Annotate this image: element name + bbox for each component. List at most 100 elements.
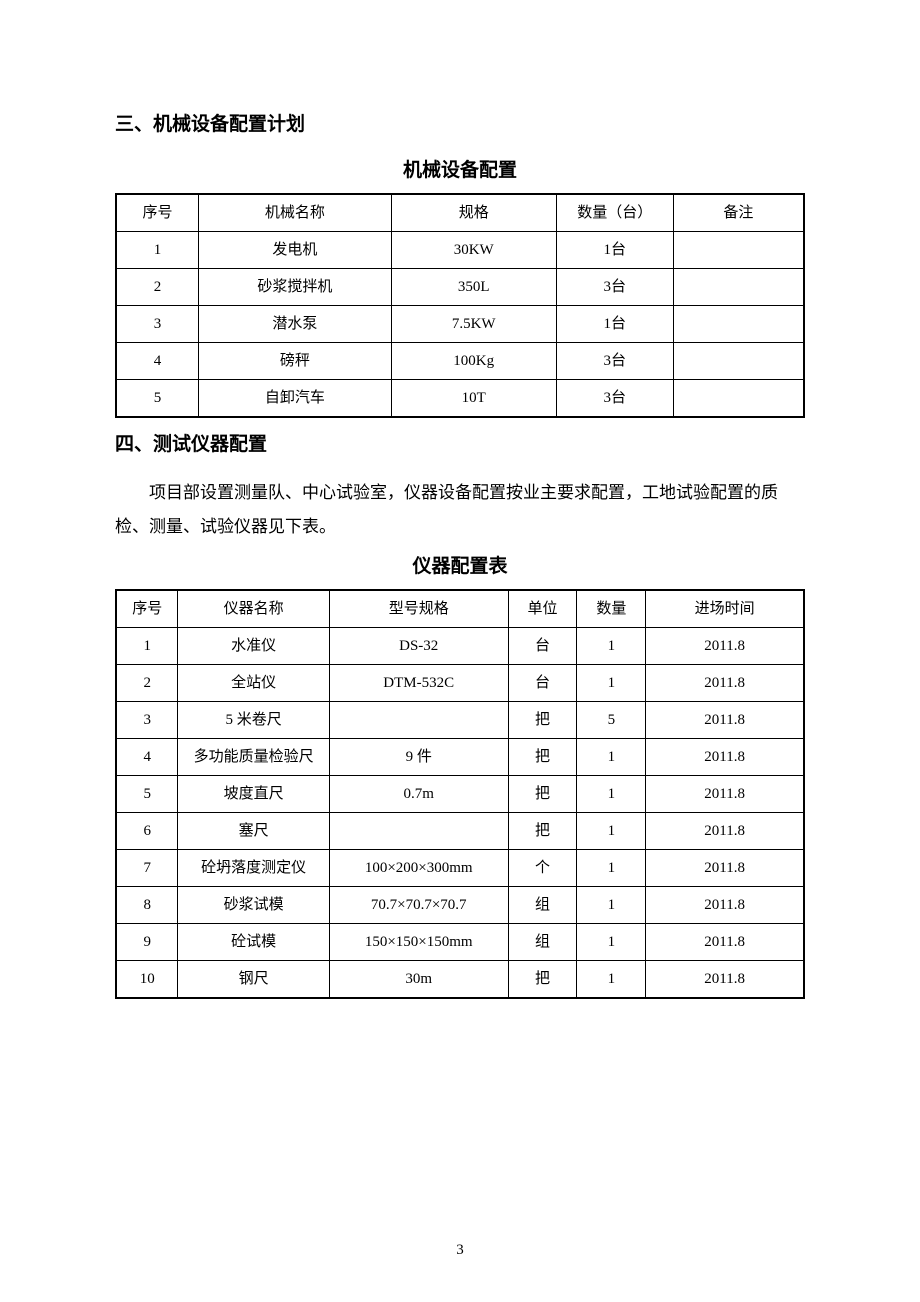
- table-row: 3潜水泵7.5KW1台: [116, 305, 804, 342]
- section4-heading: 四、测试仪器配置: [115, 430, 805, 460]
- table2-col-seq: 序号: [116, 590, 178, 628]
- table-cell: 1: [116, 231, 199, 268]
- table-cell: 9 件: [329, 738, 508, 775]
- table-row: 5坡度直尺0.7m把12011.8: [116, 775, 804, 812]
- table-row: 2砂浆搅拌机350L3台: [116, 268, 804, 305]
- table-cell: 坡度直尺: [178, 775, 329, 812]
- table-cell: 1: [116, 627, 178, 664]
- table-row: 8砂浆试模70.7×70.7×70.7组12011.8: [116, 886, 804, 923]
- table-cell: 4: [116, 342, 199, 379]
- table-cell: 把: [508, 738, 577, 775]
- table-cell: 2011.8: [646, 849, 804, 886]
- page-number: 3: [0, 1238, 920, 1262]
- table-cell: [329, 812, 508, 849]
- table-cell: 30m: [329, 960, 508, 998]
- table1-col-remark: 备注: [673, 194, 804, 232]
- table-cell: 7: [116, 849, 178, 886]
- table-cell: 2011.8: [646, 923, 804, 960]
- table-cell: 2011.8: [646, 886, 804, 923]
- table-cell: 2: [116, 664, 178, 701]
- table-cell: 350L: [391, 268, 556, 305]
- table-cell: 台: [508, 664, 577, 701]
- table-cell: 3: [116, 701, 178, 738]
- table2-col-date: 进场时间: [646, 590, 804, 628]
- table-cell: 1: [577, 849, 646, 886]
- table-cell: 1: [577, 960, 646, 998]
- table-row: 1水准仪DS-32台12011.8: [116, 627, 804, 664]
- table1-header-row: 序号 机械名称 规格 数量（台） 备注: [116, 194, 804, 232]
- table1-col-seq: 序号: [116, 194, 199, 232]
- section4-body: 项目部设置测量队、中心试验室，仪器设备配置按业主要求配置，工地试验配置的质检、测…: [115, 476, 805, 544]
- table-cell: 砼坍落度测定仪: [178, 849, 329, 886]
- table-cell: 砂浆试模: [178, 886, 329, 923]
- table-cell: 发电机: [199, 231, 392, 268]
- table-cell: 组: [508, 923, 577, 960]
- table-cell: 2011.8: [646, 775, 804, 812]
- table-row: 5自卸汽车10T3台: [116, 379, 804, 417]
- table2-col-name: 仪器名称: [178, 590, 329, 628]
- table-cell: 1: [577, 664, 646, 701]
- table-cell: 潜水泵: [199, 305, 392, 342]
- table-cell: 150×150×150mm: [329, 923, 508, 960]
- table-cell: 0.7m: [329, 775, 508, 812]
- table-cell: 1: [577, 812, 646, 849]
- table-cell: 2011.8: [646, 960, 804, 998]
- table-cell: 100Kg: [391, 342, 556, 379]
- table1-col-name: 机械名称: [199, 194, 392, 232]
- table-cell: [329, 701, 508, 738]
- table-cell: 4: [116, 738, 178, 775]
- table-cell: 1: [577, 738, 646, 775]
- table-cell: [673, 231, 804, 268]
- table-cell: 10: [116, 960, 178, 998]
- table-cell: [673, 305, 804, 342]
- table-cell: 把: [508, 775, 577, 812]
- table-cell: 1台: [556, 305, 673, 342]
- table-row: 1发电机30KW1台: [116, 231, 804, 268]
- table2-title: 仪器配置表: [115, 552, 805, 582]
- table-cell: 塞尺: [178, 812, 329, 849]
- table-cell: 8: [116, 886, 178, 923]
- table2-col-unit: 单位: [508, 590, 577, 628]
- table-cell: 3台: [556, 268, 673, 305]
- table-row: 35 米卷尺把52011.8: [116, 701, 804, 738]
- table-row: 4磅秤100Kg3台: [116, 342, 804, 379]
- table-cell: 10T: [391, 379, 556, 417]
- table-cell: 1: [577, 886, 646, 923]
- table-cell: 组: [508, 886, 577, 923]
- table-row: 7砼坍落度测定仪100×200×300mm个12011.8: [116, 849, 804, 886]
- table-cell: 2011.8: [646, 664, 804, 701]
- table-cell: DTM-532C: [329, 664, 508, 701]
- table-cell: 2011.8: [646, 627, 804, 664]
- table-cell: 自卸汽车: [199, 379, 392, 417]
- table-cell: 9: [116, 923, 178, 960]
- table2-header-row: 序号 仪器名称 型号规格 单位 数量 进场时间: [116, 590, 804, 628]
- table-cell: 水准仪: [178, 627, 329, 664]
- table-cell: 2011.8: [646, 738, 804, 775]
- table1-col-qty: 数量（台）: [556, 194, 673, 232]
- table-cell: 30KW: [391, 231, 556, 268]
- table-cell: 5: [116, 775, 178, 812]
- table-cell: 70.7×70.7×70.7: [329, 886, 508, 923]
- table-cell: 把: [508, 812, 577, 849]
- instrument-table: 序号 仪器名称 型号规格 单位 数量 进场时间 1水准仪DS-32台12011.…: [115, 589, 805, 999]
- section3-heading: 三、机械设备配置计划: [115, 110, 805, 140]
- table-cell: [673, 268, 804, 305]
- table1-col-spec: 规格: [391, 194, 556, 232]
- table-cell: 1台: [556, 231, 673, 268]
- table-cell: 把: [508, 960, 577, 998]
- table-row: 9砼试模150×150×150mm组12011.8: [116, 923, 804, 960]
- table2-col-qty: 数量: [577, 590, 646, 628]
- table-cell: 2011.8: [646, 812, 804, 849]
- table-cell: 多功能质量检验尺: [178, 738, 329, 775]
- table-cell: 5: [577, 701, 646, 738]
- table-row: 10钢尺30m把12011.8: [116, 960, 804, 998]
- table-cell: 个: [508, 849, 577, 886]
- table-cell: 3台: [556, 379, 673, 417]
- table-cell: 5: [116, 379, 199, 417]
- table-cell: 3台: [556, 342, 673, 379]
- equipment-table: 序号 机械名称 规格 数量（台） 备注 1发电机30KW1台2砂浆搅拌机350L…: [115, 193, 805, 418]
- table1-title: 机械设备配置: [115, 156, 805, 186]
- table-cell: 100×200×300mm: [329, 849, 508, 886]
- table-cell: 1: [577, 923, 646, 960]
- table-cell: 1: [577, 775, 646, 812]
